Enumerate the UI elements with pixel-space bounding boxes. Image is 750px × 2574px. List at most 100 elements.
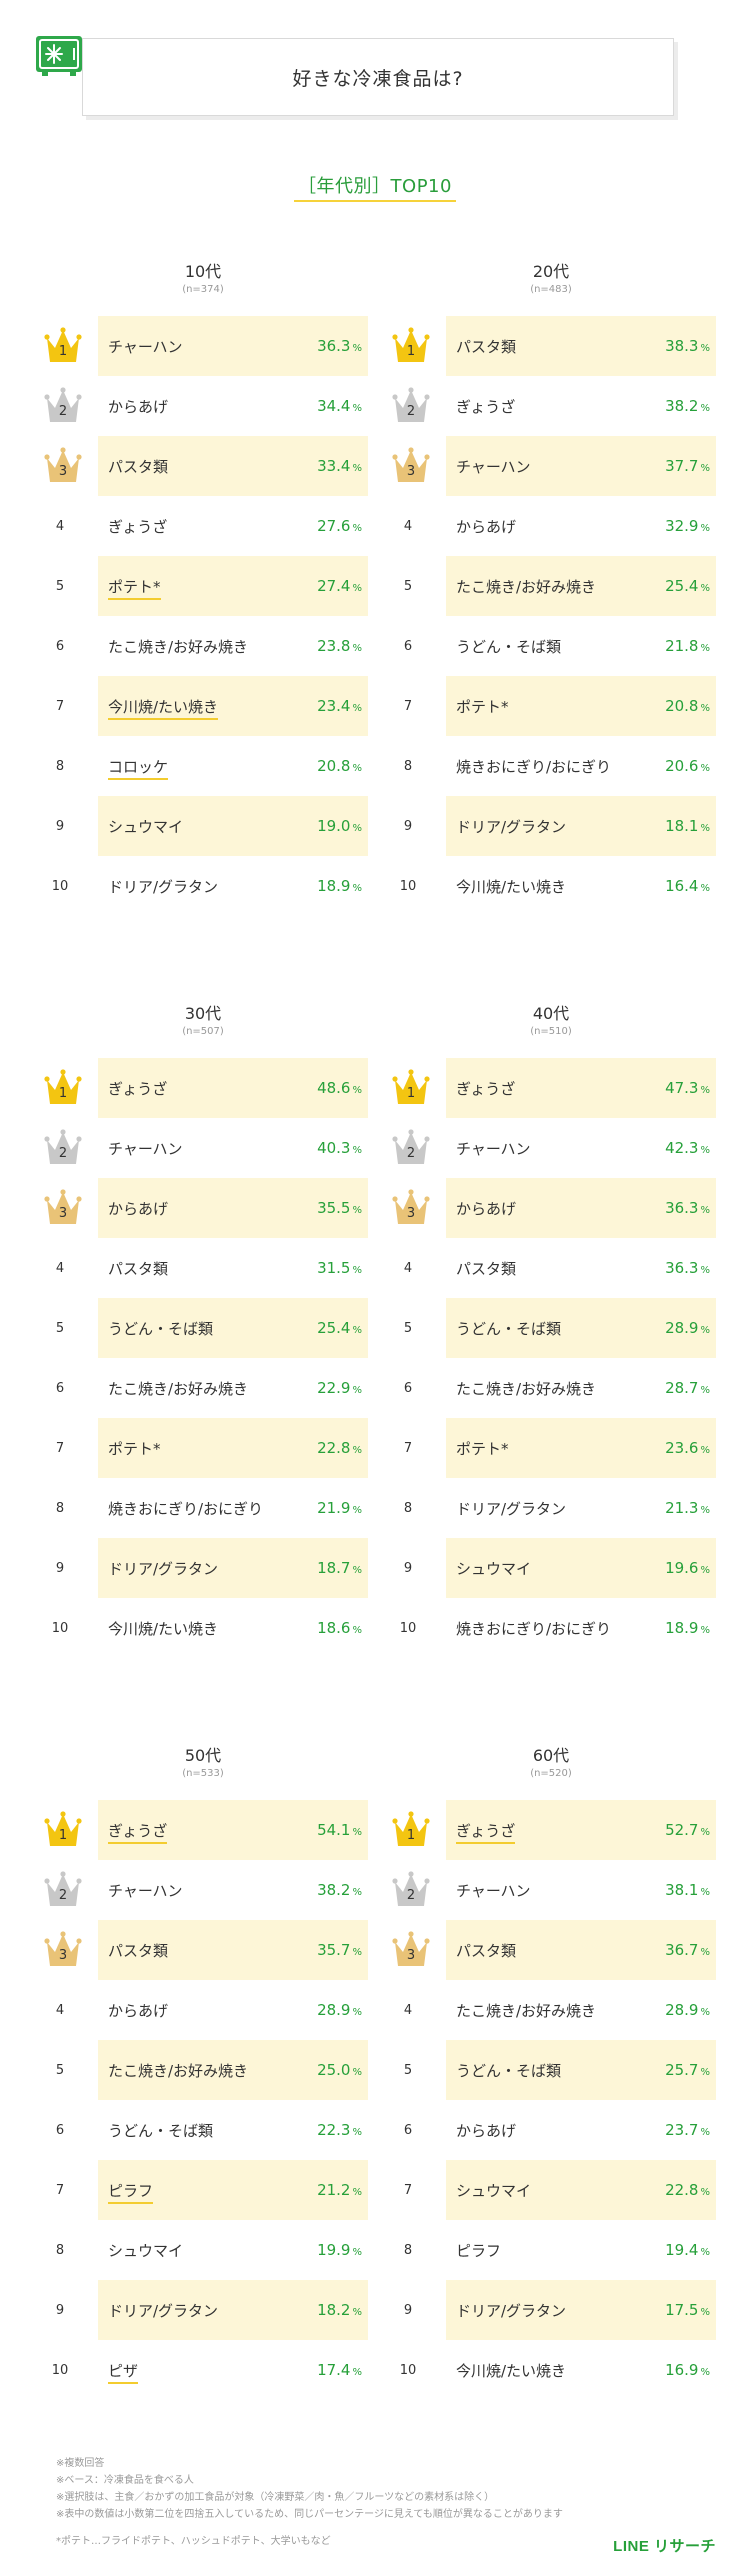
ranking-row: 4 からあげ 28.9%	[38, 1980, 368, 2040]
item-cell: シュウマイ 22.8%	[446, 2160, 716, 2220]
unit-label: %	[700, 703, 710, 714]
crown-icon: 2	[44, 1128, 82, 1168]
item-cell: たこ焼き/お好み焼き 28.9%	[446, 1980, 716, 2040]
ranking-row: 10 ドリア/グラタン 18.9%	[38, 856, 368, 916]
unit-label: %	[700, 1385, 710, 1396]
rank-number: 4	[403, 518, 413, 534]
crown-icon: 2	[44, 386, 82, 426]
crown-icon: 3	[392, 1188, 430, 1228]
item-label: ぎょうざ	[456, 398, 516, 416]
line-research-logo: LINE リサーチ	[613, 2538, 716, 2555]
rank-cell: 3	[386, 1920, 430, 1980]
rank-cell: 5	[38, 1298, 82, 1358]
item-value: 20.8%	[665, 697, 710, 715]
rank-cell: 1	[386, 316, 430, 376]
ranking-row: 7 ポテト* 20.8%	[386, 676, 716, 736]
ranking-row: 6 うどん・そば類 21.8%	[386, 616, 716, 676]
rank-cell: 7	[386, 676, 430, 736]
crown-icon: 1	[392, 326, 430, 366]
unit-label: %	[352, 1565, 362, 1576]
unit-label: %	[352, 1265, 362, 1276]
rank-cell: 3	[386, 1178, 430, 1238]
unit-label: %	[700, 463, 710, 474]
item-value: 36.3%	[665, 1259, 710, 1277]
unit-label: %	[352, 1947, 362, 1958]
item-cell: チャーハン 36.3%	[98, 316, 368, 376]
unit-label: %	[352, 2247, 362, 2258]
rank-cell: 6	[386, 2100, 430, 2160]
sample-size: (n=520)	[530, 1768, 572, 1779]
ranking-row: 3 パスタ類 35.7%	[38, 1920, 368, 1980]
rank-cell: 1	[38, 1058, 82, 1118]
rank-cell: 8	[38, 736, 82, 796]
item-value: 40.3%	[317, 1139, 362, 1157]
unit-label: %	[700, 1085, 710, 1096]
item-label: からあげ	[456, 1200, 517, 1218]
ranking-row: 6 たこ焼き/お好み焼き 22.9%	[38, 1358, 368, 1418]
ranking-row: 5 うどん・そば類 25.4%	[38, 1298, 368, 1358]
item-value: 42.3%	[665, 1139, 710, 1157]
item-value: 21.2%	[317, 2181, 362, 2199]
item-value: 23.7%	[665, 2121, 710, 2139]
rank-number: 4	[55, 1260, 65, 1276]
unit-label: %	[700, 1887, 710, 1898]
age-block-60s: 60代 (n=520) 1 ぎょうざ 52.7% 2 チャーハン 38.1% 3 パスタ類 36.7…	[386, 1742, 716, 2400]
item-value: 20.6%	[665, 757, 710, 775]
item-cell: パスタ類 35.7%	[98, 1920, 368, 1980]
item-label: ぎょうざ	[456, 1820, 516, 1844]
rank-cell: 9	[386, 1538, 430, 1598]
unit-label: %	[352, 343, 362, 354]
rank-number: 9	[403, 2302, 413, 2318]
rank-number: 4	[403, 2002, 413, 2018]
item-label: 焼きおにぎり/おにぎり	[456, 1620, 612, 1638]
rank-cell: 2	[386, 376, 430, 436]
age-heading: 30代 (n=507)	[38, 1000, 368, 1058]
item-label: ぎょうざ	[108, 1820, 168, 1844]
item-value: 21.3%	[665, 1499, 710, 1517]
item-value: 20.8%	[317, 757, 362, 775]
age-heading: 40代 (n=510)	[386, 1000, 716, 1058]
item-value: 33.4%	[317, 457, 362, 475]
item-value: 28.7%	[665, 1379, 710, 1397]
rank-cell: 10	[386, 856, 430, 916]
ranking-row: 2 チャーハン 42.3%	[386, 1118, 716, 1178]
unit-label: %	[700, 2067, 710, 2078]
age-heading: 60代 (n=520)	[386, 1742, 716, 1800]
item-label: 今川焼/たい焼き	[456, 878, 567, 896]
item-cell: シュウマイ 19.0%	[98, 796, 368, 856]
item-label: パスタ類	[456, 338, 517, 356]
item-label: ピラフ	[108, 2180, 154, 2204]
sample-size: (n=510)	[530, 1026, 572, 1037]
ranking-row: 9 ドリア/グラタン 18.7%	[38, 1538, 368, 1598]
unit-label: %	[700, 2307, 710, 2318]
rank-number: 7	[55, 1440, 65, 1456]
item-value: 16.9%	[665, 2361, 710, 2379]
item-cell: うどん・そば類 28.9%	[446, 1298, 716, 1358]
rank-cell: 3	[38, 1178, 82, 1238]
rank-cell: 3	[38, 1920, 82, 1980]
item-value: 34.4%	[317, 397, 362, 415]
ranking-row: 2 チャーハン 38.1%	[386, 1860, 716, 1920]
unit-label: %	[352, 1887, 362, 1898]
rank-number: 3	[58, 1948, 68, 1963]
item-value: 18.9%	[317, 877, 362, 895]
rank-cell: 5	[38, 556, 82, 616]
age-block-40s: 40代 (n=510) 1 ぎょうざ 47.3% 2 チャーハン 42.3% 3 からあげ 36.3…	[386, 1000, 716, 1658]
ranking-row: 6 からあげ 23.7%	[386, 2100, 716, 2160]
item-value: 32.9%	[665, 517, 710, 535]
title-box: 好きな冷凍食品は?	[82, 38, 674, 116]
item-cell: 焼きおにぎり/おにぎり 20.6%	[446, 736, 716, 796]
rank-number: 10	[399, 878, 417, 894]
item-label: ぎょうざ	[108, 518, 168, 536]
item-label: チャーハン	[456, 1140, 531, 1158]
item-label: からあげ	[456, 2122, 517, 2140]
item-label: ポテト*	[108, 576, 161, 600]
item-label: たこ焼き/お好み焼き	[108, 2062, 249, 2080]
rank-number: 10	[51, 2362, 69, 2378]
item-cell: チャーハン 37.7%	[446, 436, 716, 496]
item-value: 19.6%	[665, 1559, 710, 1577]
item-cell: ドリア/グラタン 18.1%	[446, 796, 716, 856]
unit-label: %	[700, 1827, 710, 1838]
crown-icon: 2	[392, 1128, 430, 1168]
item-value: 17.5%	[665, 2301, 710, 2319]
